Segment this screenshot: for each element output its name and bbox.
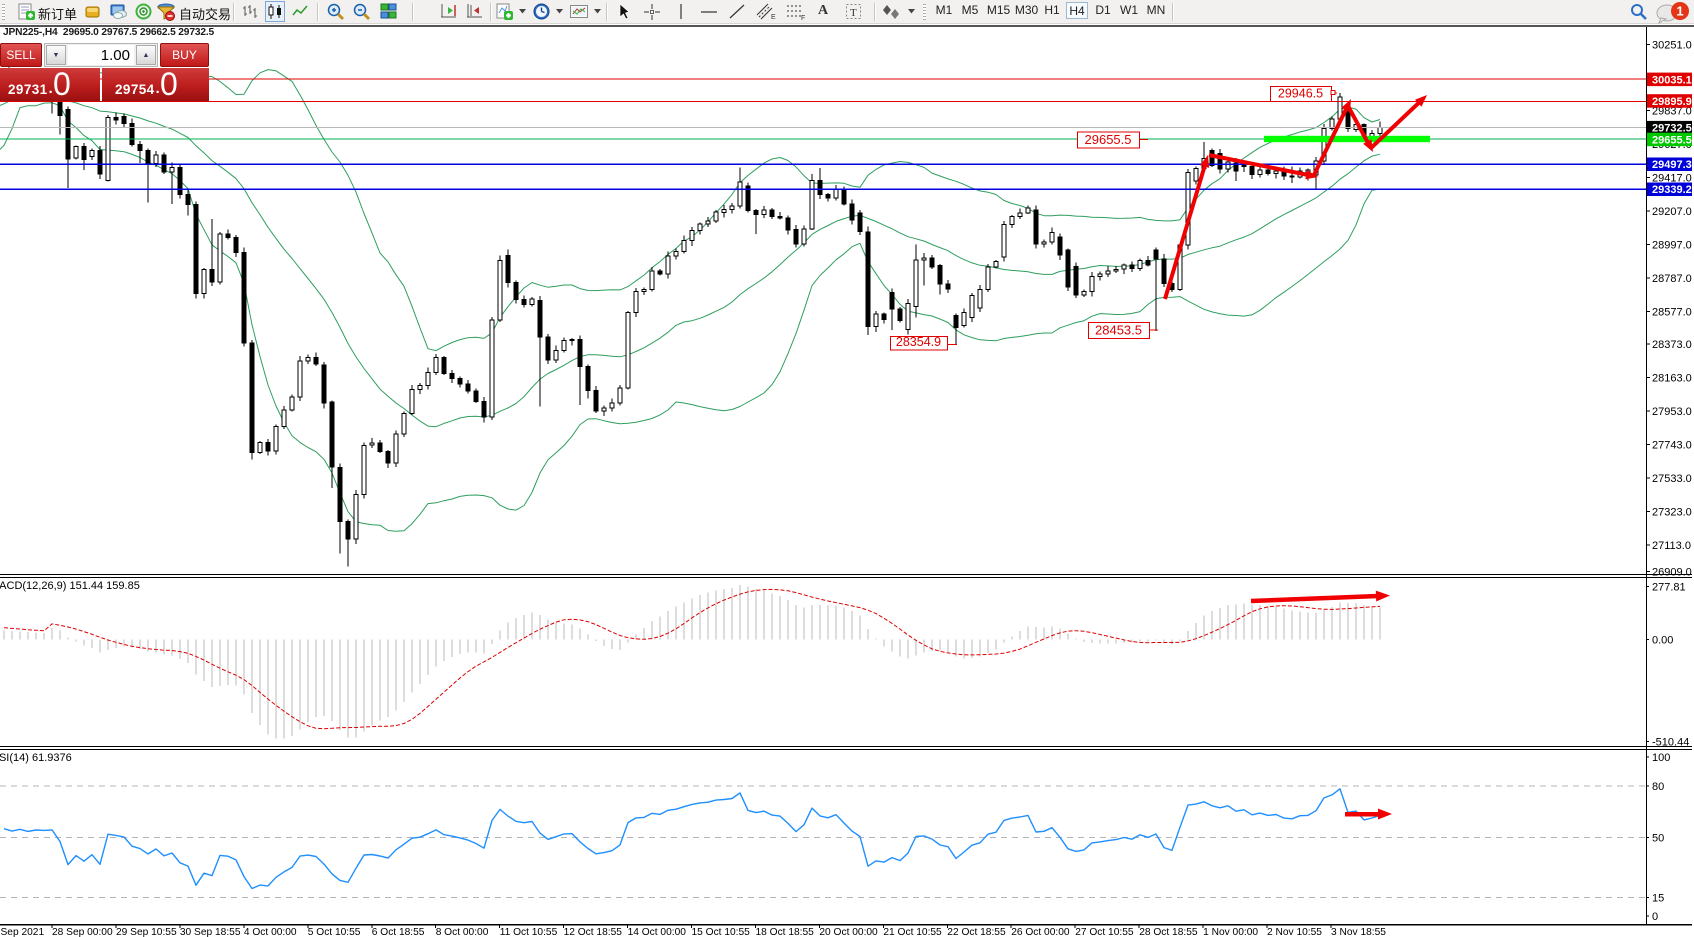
svg-text:30251.0: 30251.0: [1652, 40, 1692, 52]
svg-text:27533.0: 27533.0: [1652, 473, 1692, 485]
svg-text:8 Oct 00:00: 8 Oct 00:00: [436, 927, 489, 937]
svg-text:22 Oct 18:55: 22 Oct 18:55: [947, 927, 1006, 937]
svg-text:27113.0: 27113.0: [1652, 540, 1691, 552]
svg-text:21 Oct 10:55: 21 Oct 10:55: [883, 927, 942, 937]
svg-text:12 Oct 18:55: 12 Oct 18:55: [564, 927, 623, 937]
svg-text:28354.9: 28354.9: [896, 335, 941, 349]
svg-text:28373.0: 28373.0: [1652, 339, 1692, 351]
svg-text:80: 80: [1652, 781, 1664, 793]
svg-text:15: 15: [1652, 892, 1664, 904]
svg-text:MACD(12,26,9) 151.44 159.85: MACD(12,26,9) 151.44 159.85: [0, 580, 140, 592]
svg-text:29946.5: 29946.5: [1278, 87, 1323, 101]
svg-text:20 Oct 00:00: 20 Oct 00:00: [819, 927, 878, 937]
svg-text:30 Sep 18:55: 30 Sep 18:55: [180, 927, 241, 937]
svg-text:11 Oct 10:55: 11 Oct 10:55: [500, 927, 558, 937]
svg-text:5 Sep 2021: 5 Sep 2021: [0, 927, 44, 937]
svg-text:30035.1: 30035.1: [1652, 74, 1692, 86]
svg-text:-510.44: -510.44: [1652, 737, 1689, 749]
svg-text:6 Oct 18:55: 6 Oct 18:55: [372, 927, 425, 937]
svg-text:26 Oct 00:00: 26 Oct 00:00: [1011, 927, 1070, 937]
svg-text:27743.0: 27743.0: [1652, 439, 1692, 451]
svg-text:26909.0: 26909.0: [1652, 567, 1692, 579]
svg-text:14 Oct 00:00: 14 Oct 00:00: [628, 927, 687, 937]
svg-text:0.00: 0.00: [1652, 634, 1673, 646]
svg-text:28 Sep 00:00: 28 Sep 00:00: [52, 927, 113, 937]
svg-text:18 Oct 18:55: 18 Oct 18:55: [756, 927, 815, 937]
svg-text:27953.0: 27953.0: [1652, 406, 1692, 418]
svg-text:1 Nov 00:00: 1 Nov 00:00: [1203, 927, 1258, 937]
svg-text:29339.2: 29339.2: [1652, 184, 1692, 196]
svg-text:29417.0: 29417.0: [1652, 173, 1692, 185]
svg-text:29895.9: 29895.9: [1652, 96, 1692, 108]
svg-text:15 Oct 10:55: 15 Oct 10:55: [692, 927, 751, 937]
svg-text:4 Oct 00:00: 4 Oct 00:00: [244, 927, 297, 937]
svg-text:0: 0: [1652, 911, 1658, 923]
svg-text:29497.3: 29497.3: [1652, 159, 1692, 171]
svg-text:28 Oct 18:55: 28 Oct 18:55: [1139, 927, 1198, 937]
svg-text:28577.0: 28577.0: [1652, 307, 1692, 319]
svg-text:29207.0: 29207.0: [1652, 206, 1692, 218]
svg-text:2 Nov 10:55: 2 Nov 10:55: [1267, 927, 1322, 937]
svg-text:RSI(14) 61.9376: RSI(14) 61.9376: [0, 752, 72, 764]
svg-text:28997.0: 28997.0: [1652, 240, 1692, 252]
svg-text:5 Oct 10:55: 5 Oct 10:55: [308, 927, 361, 937]
svg-text:E: E: [771, 14, 776, 21]
svg-text:28163.0: 28163.0: [1652, 373, 1692, 385]
svg-text:1: 1: [1676, 4, 1683, 19]
svg-text:T: T: [850, 7, 857, 19]
svg-text:27323.0: 27323.0: [1652, 506, 1692, 518]
svg-text:28453.5: 28453.5: [1095, 323, 1142, 338]
svg-text:29 Sep 10:55: 29 Sep 10:55: [116, 927, 177, 937]
svg-text:29655.5: 29655.5: [1085, 132, 1132, 147]
svg-text:28787.0: 28787.0: [1652, 273, 1692, 285]
svg-text:29655.5: 29655.5: [1652, 134, 1692, 146]
svg-text:29732.5: 29732.5: [1652, 123, 1692, 135]
svg-text:277.81: 277.81: [1652, 582, 1686, 594]
svg-text:27 Oct 10:55: 27 Oct 10:55: [1075, 927, 1134, 937]
svg-text:29837.0: 29837.0: [1652, 106, 1692, 118]
svg-text:3 Nov 18:55: 3 Nov 18:55: [1331, 927, 1386, 937]
svg-text:F: F: [801, 15, 805, 21]
svg-text:50: 50: [1652, 832, 1664, 844]
svg-text:100: 100: [1652, 752, 1670, 764]
